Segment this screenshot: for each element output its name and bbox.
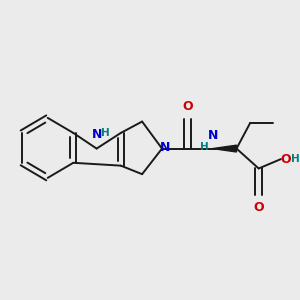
Text: O: O bbox=[281, 153, 291, 166]
Text: H: H bbox=[200, 142, 208, 152]
Text: O: O bbox=[254, 201, 264, 214]
Text: H: H bbox=[101, 128, 110, 138]
Text: N: N bbox=[92, 128, 102, 142]
Text: O: O bbox=[182, 100, 193, 113]
Text: N: N bbox=[207, 129, 218, 142]
Polygon shape bbox=[213, 145, 236, 152]
Text: N: N bbox=[160, 141, 170, 154]
Text: H: H bbox=[291, 154, 299, 164]
